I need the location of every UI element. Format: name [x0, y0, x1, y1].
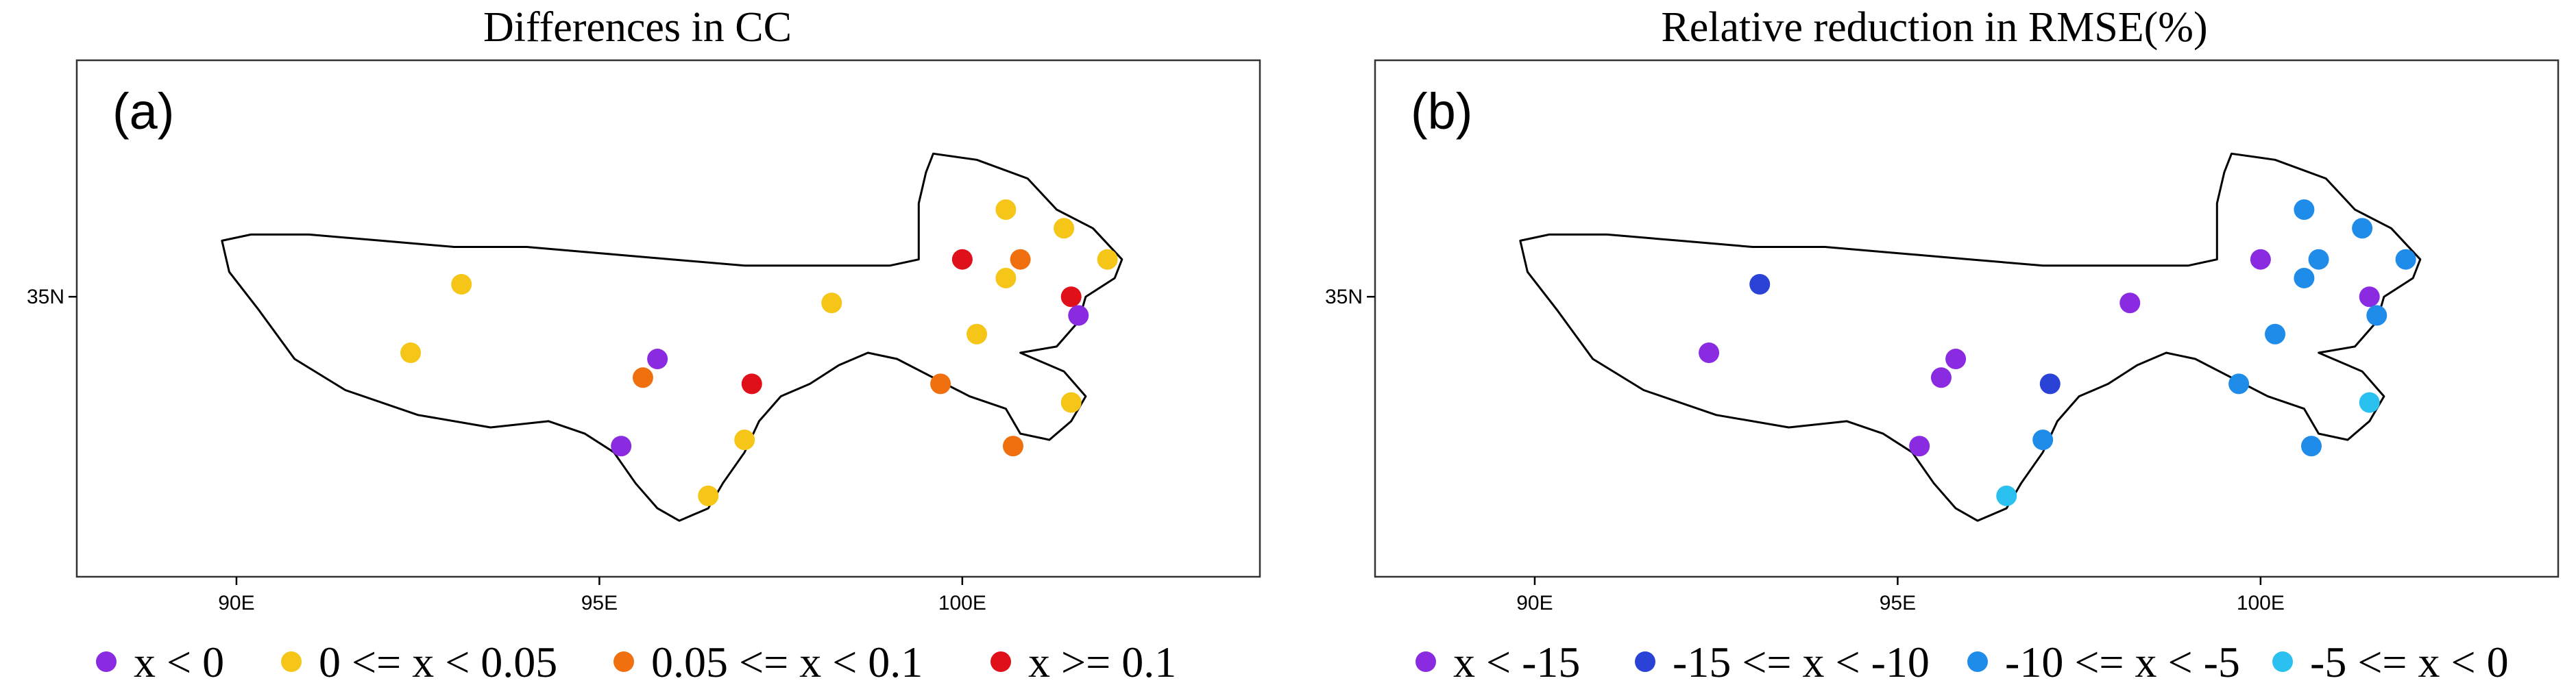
station-point — [451, 274, 472, 295]
legend-marker — [1635, 651, 1655, 672]
station-point — [2352, 218, 2373, 239]
x-tick-label: 90E — [218, 592, 254, 614]
legend-label: 0 <= x < 0.05 — [319, 638, 557, 686]
station-point — [2300, 436, 2322, 457]
station-point — [632, 367, 653, 388]
panel-a: Differences in CC (a) 90E 95E 100E 35N x < 0 0 … — [27, 4, 1261, 686]
x-tick-label: 95E — [581, 592, 618, 614]
legend-marker — [991, 651, 1011, 672]
legend-label: x < -15 — [1453, 638, 1580, 686]
station-point — [1699, 342, 1720, 363]
x-tick-label: 100E — [2237, 592, 2285, 614]
station-point — [2294, 267, 2315, 288]
station-point — [2395, 249, 2416, 270]
legend-label: x >= 0.1 — [1028, 638, 1176, 686]
station-point — [2250, 249, 2271, 270]
chart-title: Differences in CC — [483, 4, 792, 51]
station-point — [2228, 373, 2250, 395]
station-point — [1010, 249, 1031, 270]
legend-label: -5 <= x < 0 — [2310, 638, 2509, 686]
station-point — [1054, 218, 1075, 239]
station-point — [2359, 286, 2380, 308]
legend-label: x < 0 — [134, 638, 224, 686]
panel-b: Relative reduction in RMSE(%) (b) 90E 95E 10… — [1325, 4, 2560, 686]
station-point — [2265, 323, 2286, 345]
station-point — [1930, 367, 1952, 388]
chart-title: Relative reduction in RMSE(%) — [1661, 4, 2207, 51]
station-point — [1996, 485, 2017, 506]
station-point — [821, 292, 842, 314]
legend: x < -15 -15 <= x < -10 -10 <= x < -5 -5 <= … — [1415, 638, 2509, 686]
station-point — [995, 267, 1017, 288]
x-tick-label: 95E — [1880, 592, 1916, 614]
legend-marker — [1415, 651, 1436, 672]
panel-label: (a) — [112, 83, 174, 140]
legend-marker — [281, 651, 302, 672]
station-point — [1909, 436, 1930, 457]
station-point — [951, 249, 973, 270]
station-point — [1749, 274, 1771, 295]
legend-marker — [1967, 651, 1988, 672]
station-point — [741, 373, 762, 395]
legend-label: 0.05 <= x < 0.1 — [651, 638, 923, 686]
legend-label: -15 <= x < -10 — [1673, 638, 1930, 686]
station-point — [2119, 292, 2141, 314]
station-point — [611, 436, 632, 457]
plot-frame — [1374, 59, 2560, 578]
station-point — [1002, 436, 1023, 457]
station-point — [930, 373, 951, 395]
y-tick-label: 35N — [27, 286, 64, 308]
station-point — [1097, 249, 1118, 270]
legend-marker — [2272, 651, 2293, 672]
station-point — [2294, 199, 2315, 221]
region-outline — [221, 152, 1123, 522]
station-point — [647, 349, 668, 370]
station-point — [698, 485, 719, 506]
station-point — [2359, 392, 2380, 413]
plot-frame — [75, 59, 1261, 578]
legend-label: -10 <= x < -5 — [2005, 638, 2240, 686]
y-tick-label: 35N — [1325, 286, 1363, 308]
x-tick-label: 100E — [938, 592, 986, 614]
station-point — [2308, 249, 2329, 270]
panel-label: (b) — [1411, 83, 1472, 140]
station-point — [995, 199, 1017, 221]
station-point — [1060, 286, 1082, 308]
station-point — [2366, 305, 2387, 326]
station-point — [2039, 373, 2061, 395]
legend: x < 0 0 <= x < 0.05 0.05 <= x < 0.1 x >= 0.… — [96, 638, 1176, 686]
station-point — [2032, 429, 2054, 451]
station-point — [734, 429, 755, 451]
legend-marker — [96, 651, 117, 672]
station-point — [1945, 349, 1967, 370]
region-outline — [1519, 152, 2422, 522]
station-point — [967, 323, 988, 345]
station-point — [400, 342, 422, 363]
station-point — [1068, 305, 1089, 326]
legend-marker — [613, 651, 634, 672]
x-tick-label: 90E — [1516, 592, 1553, 614]
station-point — [1060, 392, 1082, 413]
